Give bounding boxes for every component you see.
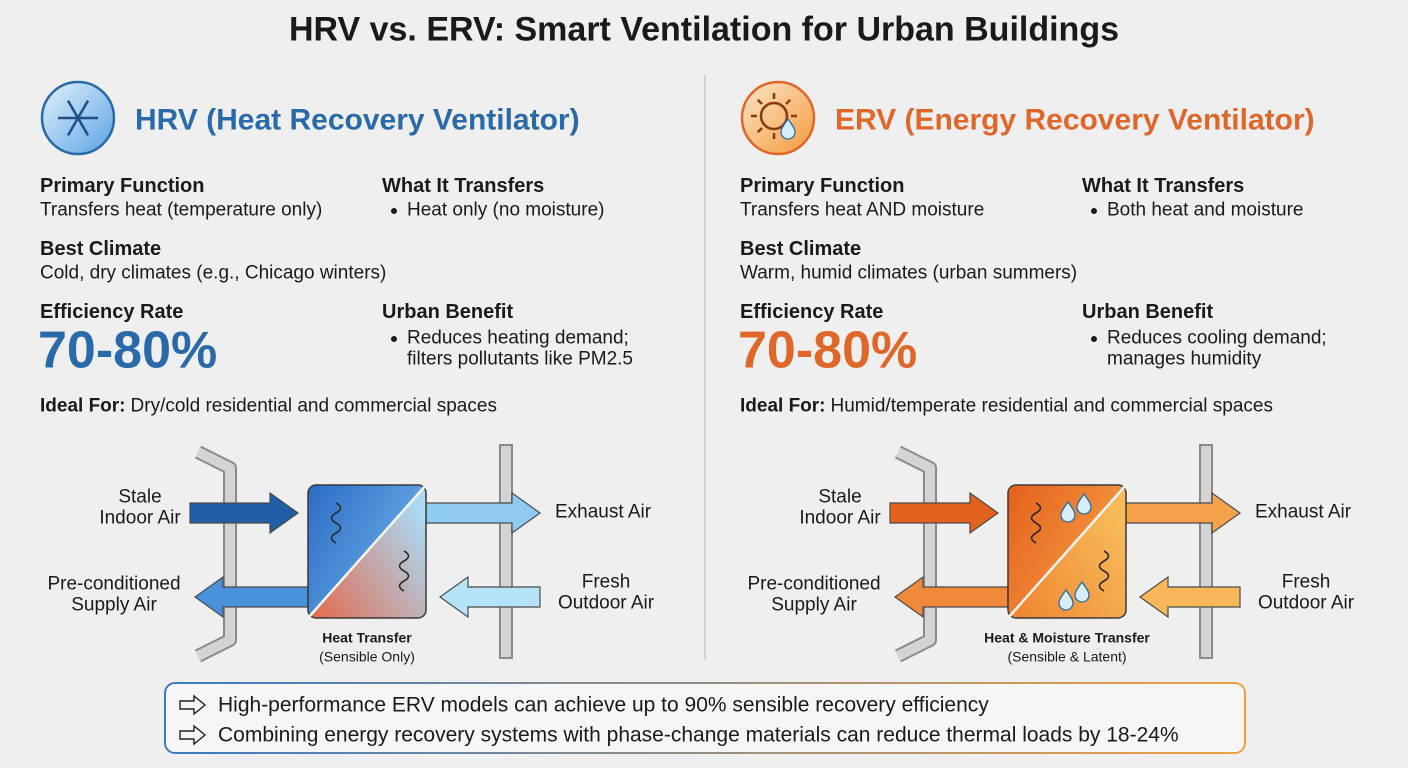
panel-heading: HRV (Heat Recovery Ventilator) [135, 103, 580, 137]
panel-heading: ERV (Energy Recovery Ventilator) [835, 103, 1315, 137]
icon-stroke [759, 101, 789, 131]
water-drop [1060, 500, 1076, 523]
bullet-text: Heat only (no moisture) [407, 199, 605, 221]
flow-label: Outdoor Air [1257, 592, 1355, 614]
field-label: Primary Function [740, 175, 905, 197]
core-border [307, 484, 427, 619]
core-border [1007, 484, 1127, 619]
title: HRV vs. ERV: Smart Ventilation for Urban… [288, 10, 1120, 49]
flow-label: Supply Air [71, 594, 157, 616]
bullet [1091, 208, 1097, 214]
core-diagonal [307, 484, 427, 619]
icon-stroke [785, 98, 792, 105]
ideal-for: Ideal For: Humid/temperate residential an… [740, 395, 1273, 418]
note-arrow [179, 694, 207, 716]
field-label: Ideal For: [40, 395, 126, 417]
bullet [391, 208, 397, 214]
duct-wall [895, 447, 935, 661]
field-label: Best Climate [40, 238, 162, 260]
flow-label: Supply Air [771, 594, 857, 616]
field-label: What It Transfers [1082, 175, 1245, 197]
bullet [1091, 336, 1097, 342]
note-text: High-performance ERV models can achieve … [218, 693, 989, 717]
field-label: Efficiency Rate [740, 301, 884, 323]
flow-label: Fresh [1281, 571, 1331, 593]
flow-label: Stale [118, 486, 162, 508]
flow-label: Pre-conditioned [47, 573, 181, 595]
water-drop [1074, 580, 1090, 603]
icon-stroke [756, 98, 763, 105]
note-arrow [179, 724, 207, 746]
flow-label: Stale [818, 486, 862, 508]
note-text: Combining energy recovery systems with p… [218, 723, 1179, 747]
bullet [391, 336, 397, 342]
flow-label: Indoor Air [799, 507, 881, 529]
duct-wall [195, 447, 235, 661]
squiggle [398, 550, 410, 592]
water-drop [1076, 492, 1092, 515]
efficiency-value: 70-80% [38, 321, 218, 380]
flow-label: Fresh [581, 571, 631, 593]
squiggle [330, 502, 342, 544]
flow-label: Indoor Air [99, 507, 181, 529]
field-text: Transfers heat AND moisture [740, 199, 985, 221]
flow-label: Exhaust Air [555, 501, 652, 523]
flow-label: Exhaust Air [1255, 501, 1352, 523]
squiggle [1098, 550, 1110, 592]
bullet-text: filters pollutants like PM2.5 [407, 348, 633, 370]
airflow-arrow [189, 491, 300, 535]
icon-stroke [66, 100, 90, 136]
core-label: (Sensible & Latent) [1007, 648, 1127, 665]
airflow-arrow [193, 575, 309, 619]
core-label: (Sensible Only) [319, 648, 415, 665]
duct-wall [499, 444, 513, 659]
airflow-arrow [1125, 491, 1242, 535]
flow-label: Pre-conditioned [747, 573, 881, 595]
icon-stroke [756, 127, 763, 134]
airflow-arrow [889, 491, 1000, 535]
field-label: Urban Benefit [382, 301, 514, 323]
duct-wall [1199, 444, 1213, 659]
field-label: Efficiency Rate [40, 301, 184, 323]
field-text: Warm, humid climates (urban summers) [740, 262, 1078, 284]
field-label: What It Transfers [382, 175, 545, 197]
bullet-text: Reduces heating demand; [407, 327, 629, 349]
icon [740, 80, 816, 156]
ideal-for: Ideal For: Dry/cold residential and comme… [40, 395, 497, 418]
core-label: Heat Transfer [322, 629, 412, 646]
field-text: Dry/cold residential and commercial spac… [130, 395, 497, 417]
squiggle [1030, 502, 1042, 544]
field-label: Ideal For: [740, 395, 826, 417]
airflow-arrow [1138, 575, 1241, 619]
airflow-arrow [425, 491, 542, 535]
flow-label: Outdoor Air [557, 592, 655, 614]
airflow-arrow [438, 575, 541, 619]
core-diagonal [1007, 484, 1127, 619]
field-text: Transfers heat (temperature only) [40, 199, 323, 221]
airflow-arrow [893, 575, 1009, 619]
bullet-text: Both heat and moisture [1107, 199, 1304, 221]
field-text: Humid/temperate residential and commerci… [830, 395, 1273, 417]
field-text: Cold, dry climates (e.g., Chicago winter… [40, 262, 387, 284]
core-label: Heat & Moisture Transfer [984, 629, 1150, 646]
bullet-text: manages humidity [1107, 348, 1262, 370]
field-label: Best Climate [740, 238, 862, 260]
water-drop [780, 117, 796, 140]
field-label: Primary Function [40, 175, 205, 197]
water-drop [1058, 588, 1074, 611]
efficiency-value: 70-80% [738, 321, 918, 380]
field-label: Urban Benefit [1082, 301, 1214, 323]
bullet-text: Reduces cooling demand; [1107, 327, 1327, 349]
notes-box [164, 682, 1246, 754]
